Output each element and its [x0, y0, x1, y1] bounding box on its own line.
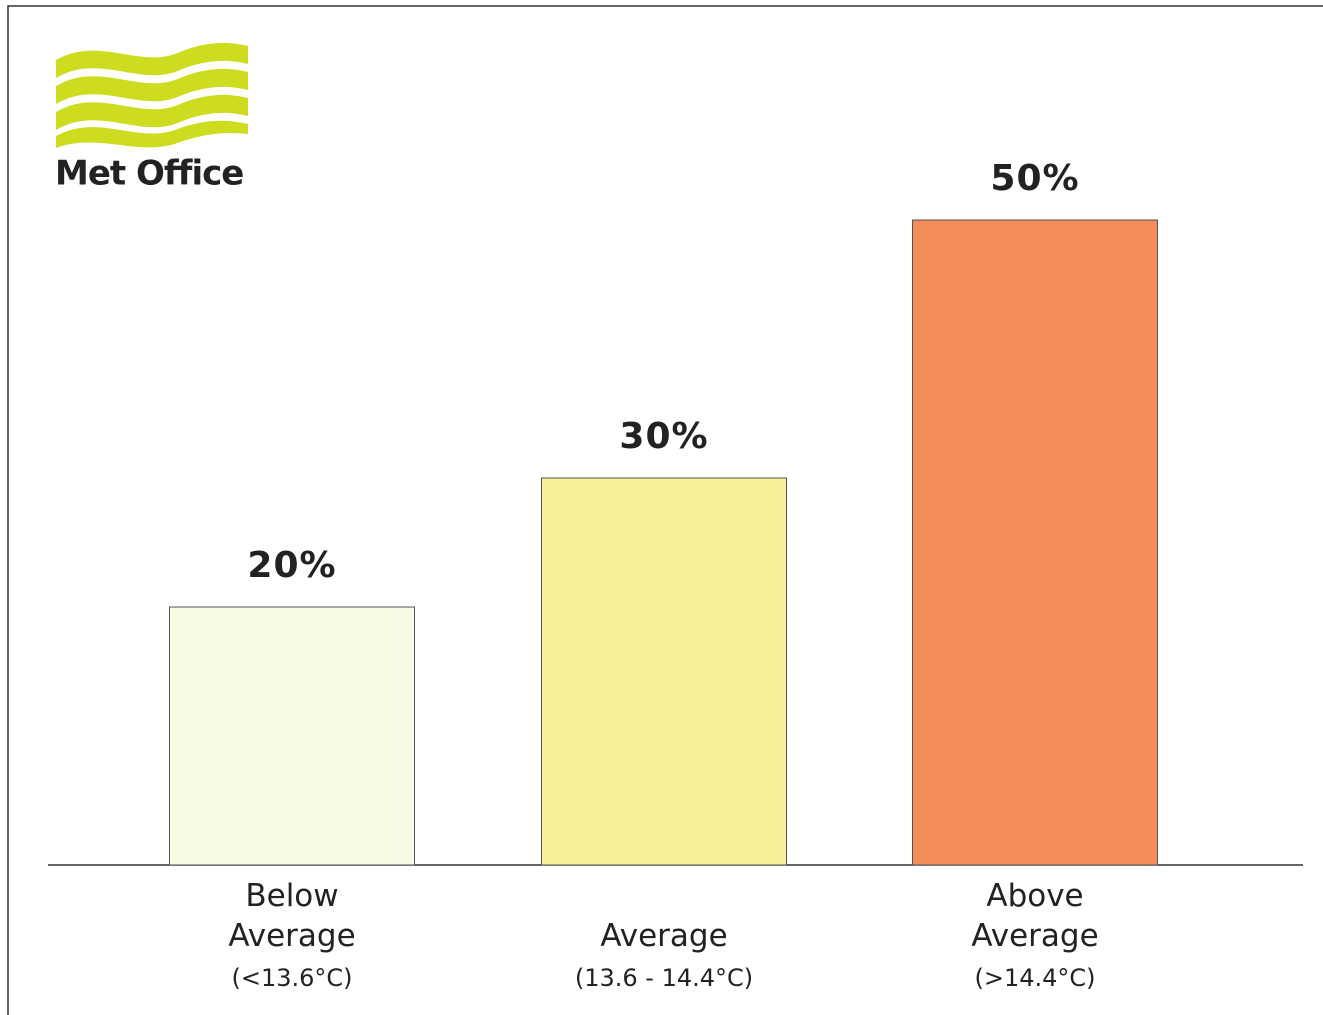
value-label: 20%: [247, 545, 336, 586]
bar: [541, 477, 787, 866]
value-label: 50%: [990, 158, 1079, 199]
bar: [169, 606, 415, 866]
value-label: 30%: [619, 416, 708, 457]
logo-waves: [56, 42, 248, 148]
category-range: (<13.6°C): [231, 964, 352, 992]
category-label: Below Average: [228, 878, 355, 954]
category-label: Average: [600, 918, 727, 954]
logo-text: Met Office: [55, 154, 243, 194]
frame: [7, 5, 1323, 1015]
bar: [912, 219, 1158, 866]
category-label: Above Average: [971, 878, 1098, 954]
category-range: (>14.4°C): [974, 964, 1095, 992]
category-range: (13.6 - 14.4°C): [575, 964, 753, 992]
